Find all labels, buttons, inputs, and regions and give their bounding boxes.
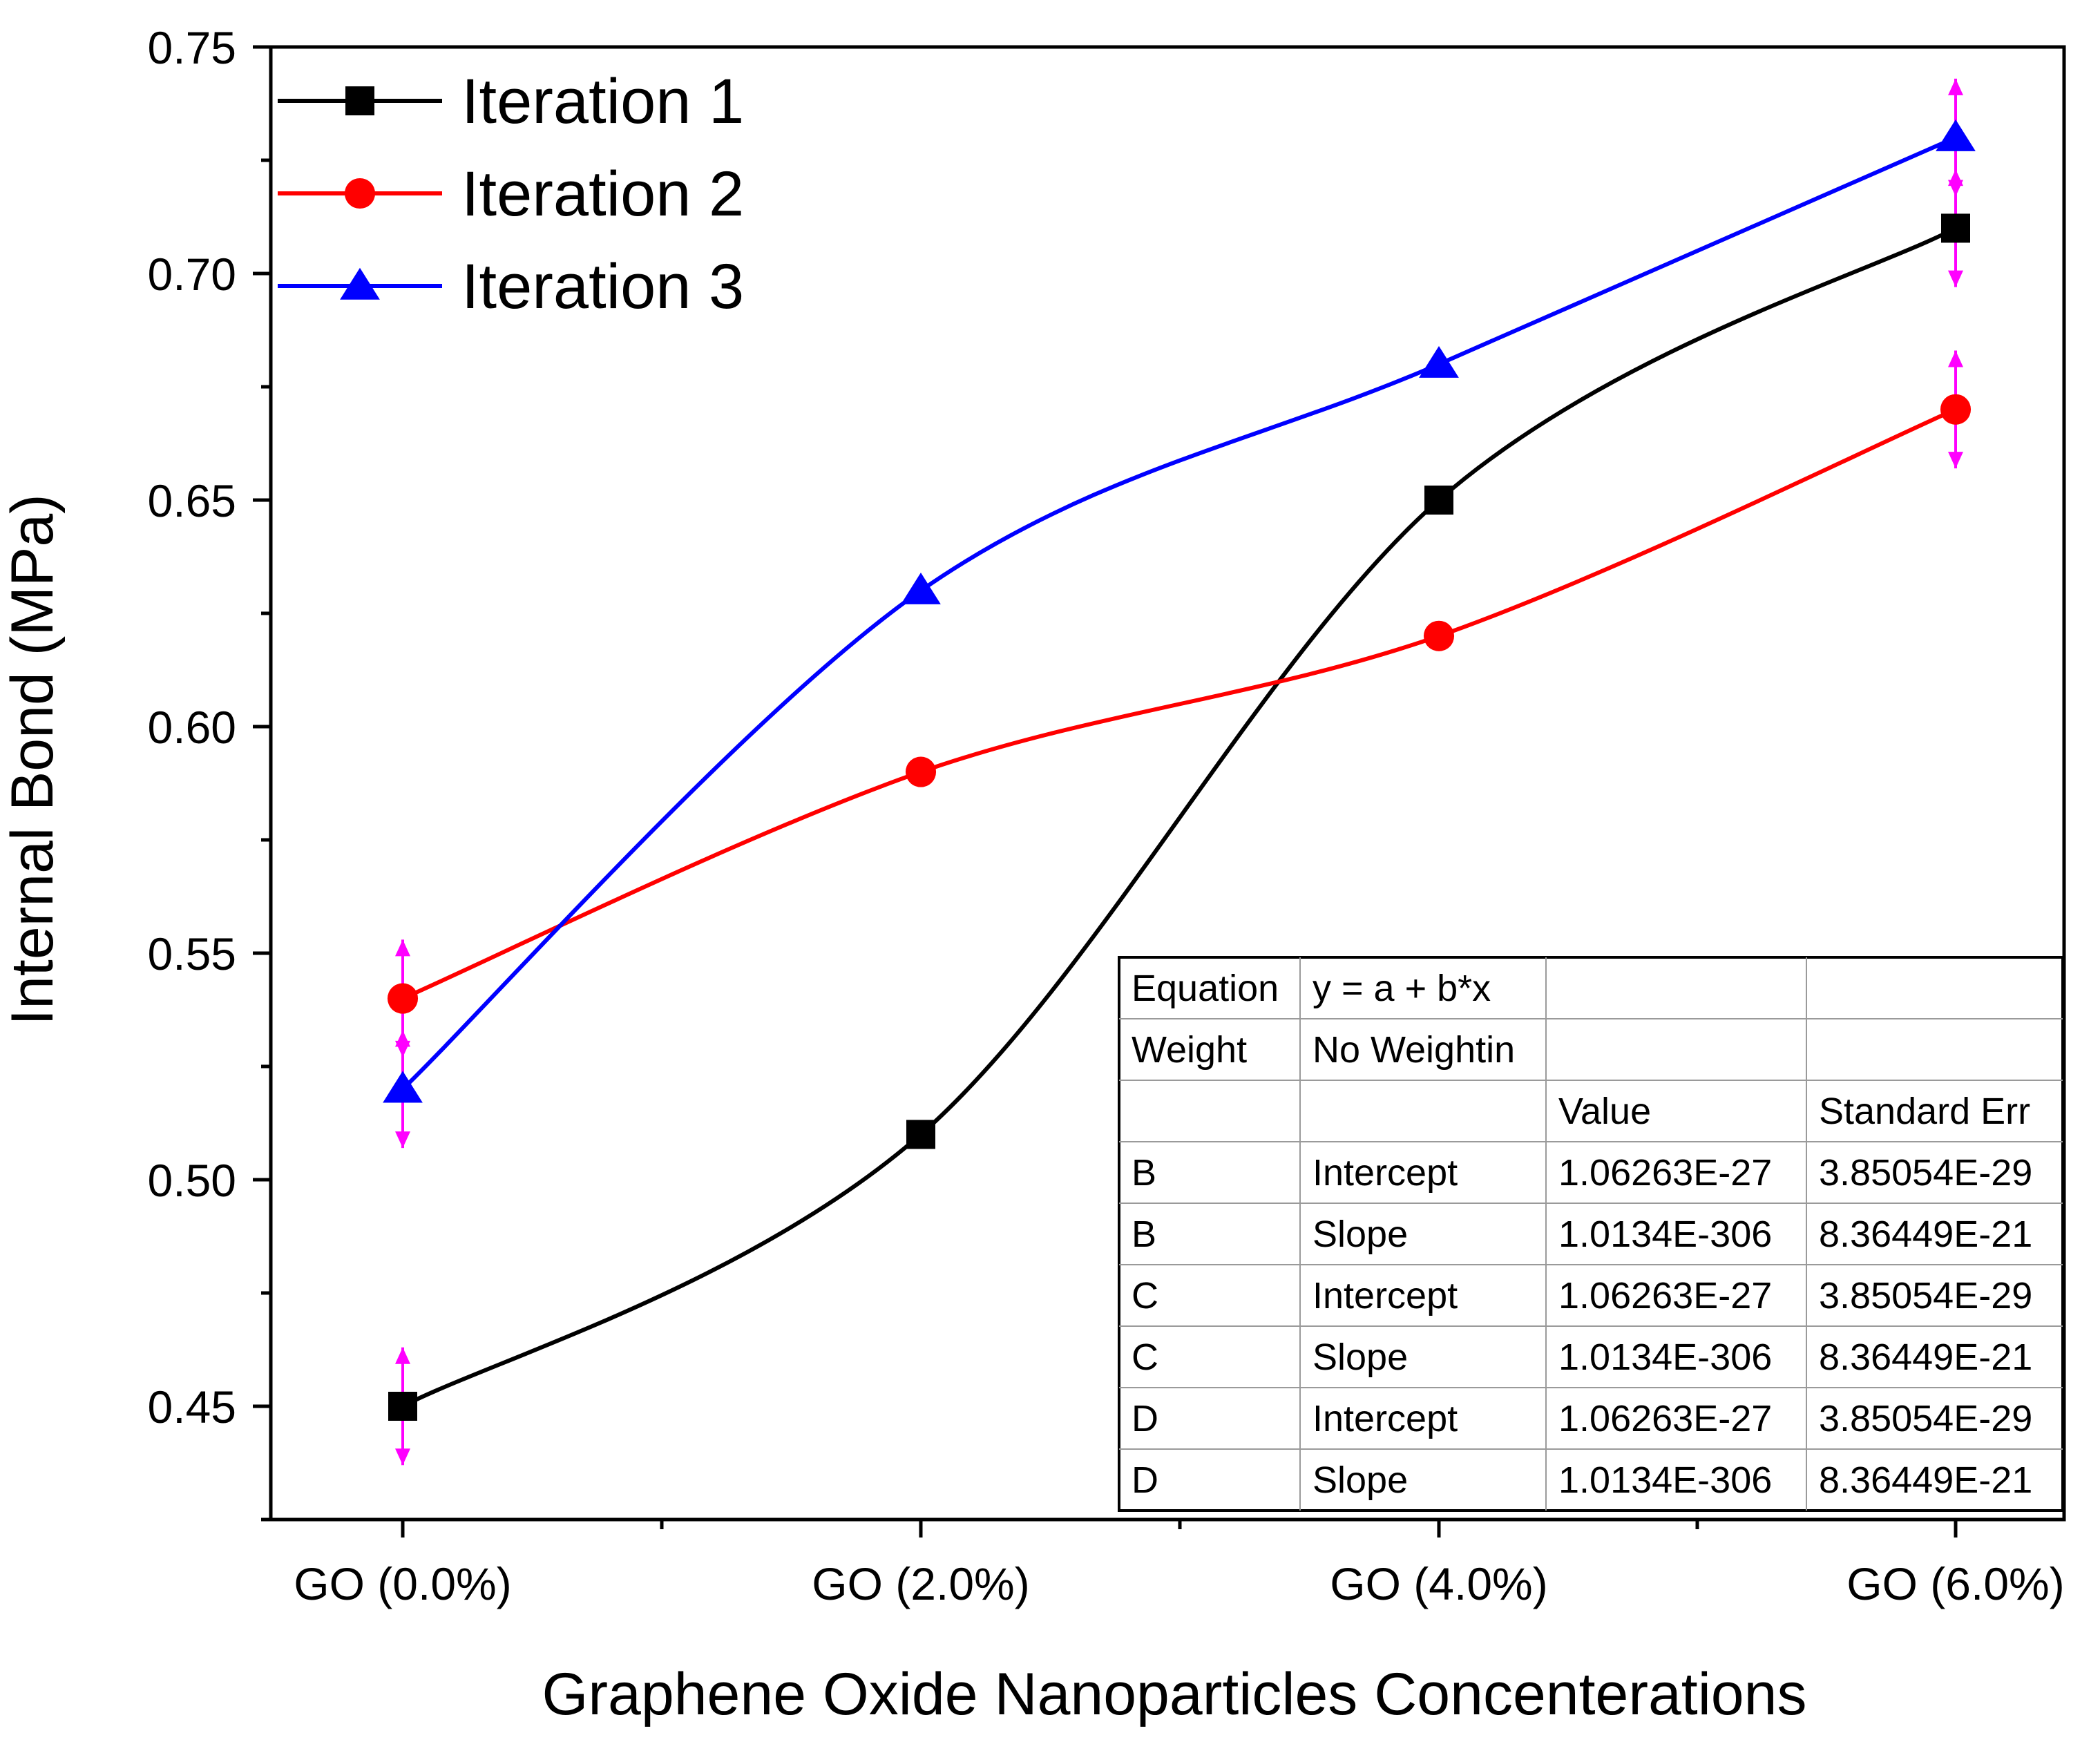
legend-label: Iteration 3 bbox=[461, 251, 744, 322]
fit-table-cell: y = a + b*x bbox=[1312, 968, 1491, 1009]
series-1-point bbox=[906, 1120, 935, 1149]
legend: Iteration 1 Iteration 2 Iteration 3 bbox=[278, 66, 744, 322]
series-line-3 bbox=[401, 135, 1957, 1091]
fit-table-cell: 3.85054E-29 bbox=[1819, 1275, 2032, 1316]
y-axis-label: Internal Bond (MPa) bbox=[0, 494, 66, 1026]
error-bar-arrow bbox=[1948, 78, 1963, 95]
error-bar-arrow bbox=[1948, 169, 1963, 186]
series-line-2 bbox=[401, 408, 1957, 1001]
fit-table-cell: 3.85054E-29 bbox=[1819, 1398, 2032, 1439]
series-2-point bbox=[387, 983, 419, 1014]
error-bar-arrow bbox=[395, 1030, 410, 1047]
error-bar-arrow bbox=[1948, 452, 1963, 469]
fit-table-cell: Standard Err bbox=[1819, 1091, 2030, 1132]
fit-table-cell: Weight bbox=[1132, 1029, 1247, 1071]
fit-table-cell: D bbox=[1132, 1398, 1158, 1439]
fit-table-cell: C bbox=[1132, 1337, 1158, 1378]
fit-table-cell: 1.06263E-27 bbox=[1558, 1152, 1772, 1194]
series-2-point bbox=[1423, 620, 1455, 651]
series-line-1 bbox=[401, 226, 1957, 1408]
fit-table-cell: Intercept bbox=[1312, 1398, 1458, 1439]
plot-frame-layer bbox=[269, 45, 2066, 1522]
fit-table-cell: Intercept bbox=[1312, 1152, 1458, 1194]
x-tick-label: GO (2.0%) bbox=[812, 1558, 1029, 1609]
x-tick-label: GO (0.0%) bbox=[294, 1558, 511, 1609]
fit-table-cell: Intercept bbox=[1312, 1275, 1458, 1316]
series-1-point bbox=[1941, 213, 1970, 243]
error-bar-arrow bbox=[395, 1448, 410, 1466]
series-3-point bbox=[1419, 345, 1459, 378]
y-tick-label: 0.65 bbox=[148, 475, 236, 526]
series-3-point bbox=[383, 1071, 423, 1103]
legend-label: Iteration 1 bbox=[461, 66, 744, 137]
series-lines-layer bbox=[401, 135, 1957, 1408]
error-bar-arrow bbox=[1948, 270, 1963, 287]
fit-table-cell: Equation bbox=[1132, 968, 1279, 1009]
series-3-point bbox=[901, 572, 941, 604]
y-tick-label: 0.45 bbox=[148, 1381, 236, 1433]
error-bar-arrow bbox=[395, 1347, 410, 1364]
fit-table-cell: C bbox=[1132, 1275, 1158, 1316]
fit-table-cell: 8.36449E-21 bbox=[1819, 1337, 2032, 1378]
fit-table-cell: 8.36449E-21 bbox=[1819, 1459, 2032, 1501]
y-tick-label: 0.70 bbox=[148, 249, 236, 300]
error-bar-arrow bbox=[1948, 350, 1963, 367]
fit-table-cell: Slope bbox=[1312, 1214, 1408, 1255]
x-axis-label: Graphene Oxide Nanoparticles Concenterat… bbox=[542, 1661, 1807, 1727]
fit-table-cell: Slope bbox=[1312, 1459, 1408, 1501]
fit-table-cell: B bbox=[1132, 1152, 1156, 1194]
y-tick-label: 0.50 bbox=[148, 1155, 236, 1206]
fit-table-cell: 3.85054E-29 bbox=[1819, 1152, 2032, 1194]
fit-table-cell: 8.36449E-21 bbox=[1819, 1214, 2032, 1255]
fit-table-cell: No Weightin bbox=[1312, 1029, 1515, 1071]
fit-table-cell: 1.0134E-306 bbox=[1558, 1337, 1772, 1378]
series-3-point bbox=[1936, 119, 1976, 151]
fit-table-cell: 1.06263E-27 bbox=[1558, 1275, 1772, 1316]
error-bar-arrow bbox=[395, 1131, 410, 1149]
legend-marker bbox=[340, 267, 380, 300]
legend-marker bbox=[344, 178, 376, 209]
series-1-point bbox=[1424, 486, 1453, 515]
axis-ticks-layer: 0.45 0.50 0.55 0.60 0.65 0.70 0.75 GO (0.0%) GO … bbox=[148, 22, 2065, 1609]
series-markers-layer bbox=[383, 119, 1976, 1421]
series-1-point bbox=[388, 1392, 417, 1421]
error-bar-arrow bbox=[395, 939, 410, 957]
fit-table-cell: Value bbox=[1558, 1091, 1651, 1132]
fit-table: Equation y = a + b*x Weight No Weightin Valu… bbox=[1118, 956, 2064, 1512]
y-tick-label: 0.75 bbox=[148, 22, 236, 73]
x-tick-label: GO (6.0%) bbox=[1846, 1558, 2064, 1609]
x-tick-label: GO (4.0%) bbox=[1330, 1558, 1547, 1609]
series-2-point bbox=[905, 756, 937, 787]
y-tick-label: 0.55 bbox=[148, 928, 236, 979]
fit-table-cell: 1.0134E-306 bbox=[1558, 1459, 1772, 1501]
fit-table-cell: 1.06263E-27 bbox=[1558, 1398, 1772, 1439]
fit-table-cell: 1.0134E-306 bbox=[1558, 1214, 1772, 1255]
legend-label: Iteration 2 bbox=[461, 159, 744, 229]
fit-table-cell: D bbox=[1132, 1459, 1158, 1501]
y-tick-label: 0.60 bbox=[148, 702, 236, 753]
plot-frame bbox=[269, 45, 2066, 1522]
legend-marker bbox=[345, 86, 374, 115]
fit-table-cell: B bbox=[1132, 1214, 1156, 1255]
series-2-point bbox=[1940, 394, 1972, 425]
fit-table-frame bbox=[1118, 956, 2064, 1512]
fit-table-cell: Slope bbox=[1312, 1337, 1408, 1378]
